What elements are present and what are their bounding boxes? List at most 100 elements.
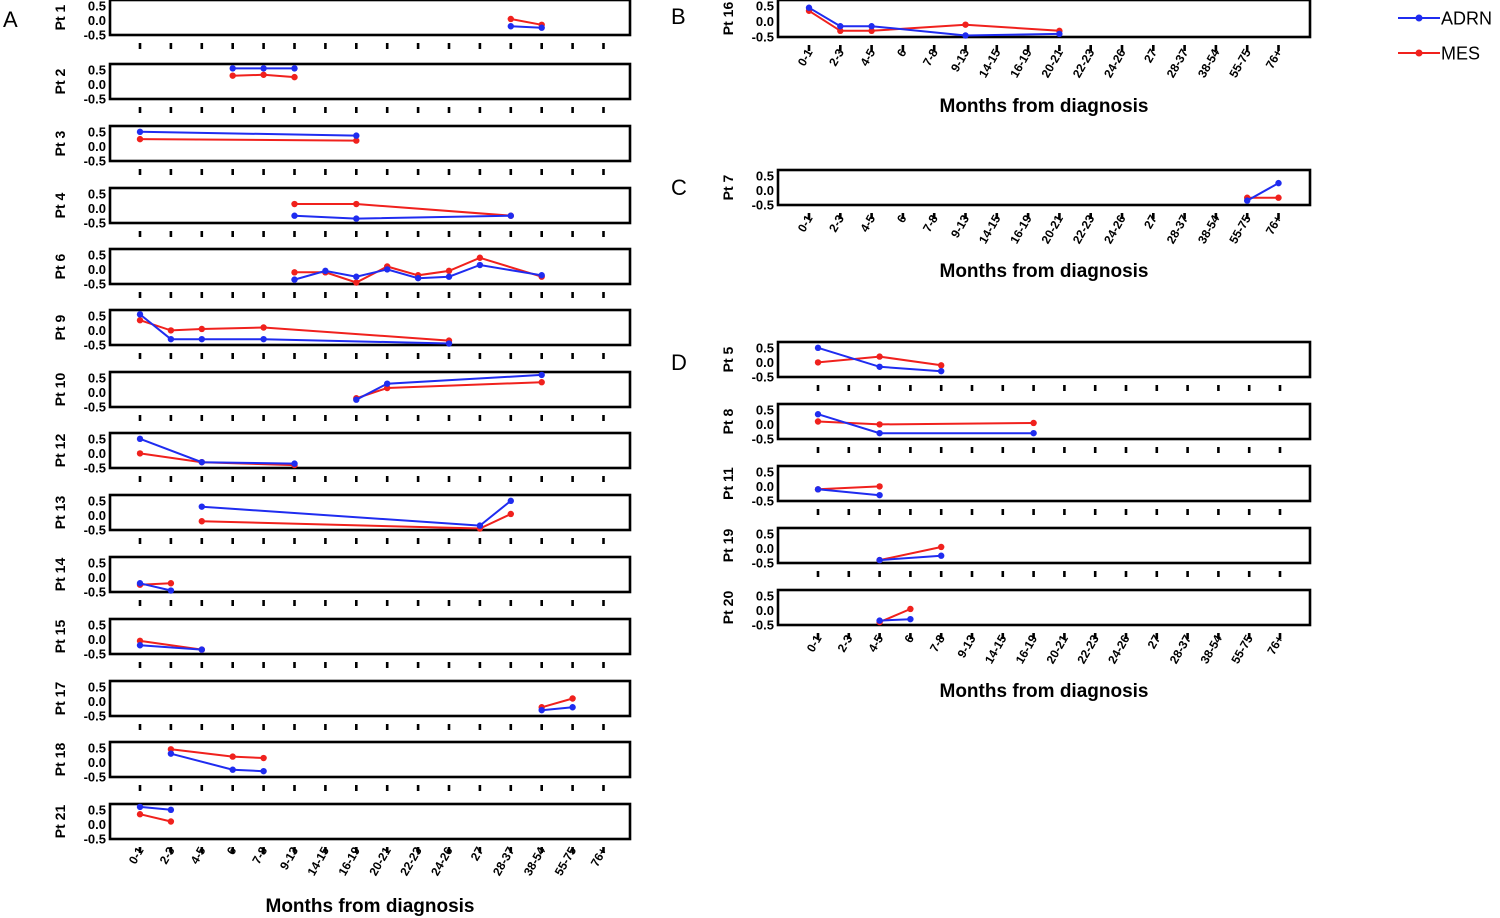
x-tick-label: 76+ <box>1264 633 1286 658</box>
patient-label: Pt 18 <box>52 743 68 777</box>
data-point-mes <box>907 605 914 613</box>
x-tick-label: 2-3 <box>835 632 856 654</box>
series-line-adrn <box>294 263 542 281</box>
data-point-mes <box>507 15 514 23</box>
y-tick-label: 0.0 <box>88 694 106 709</box>
data-point-mes <box>814 359 822 366</box>
x-tick-label: 76+ <box>1263 213 1285 238</box>
patient-label: Pt 21 <box>52 805 68 839</box>
data-point-adrn <box>1056 30 1063 38</box>
data-point-adrn <box>938 552 945 559</box>
plot-frame <box>776 168 1312 207</box>
x-tick-label: 27 <box>1141 212 1160 231</box>
data-point-mes <box>167 818 175 825</box>
patient-label: Pt 8 <box>720 408 736 434</box>
y-tick-label: 0.0 <box>88 385 106 400</box>
data-point-mes <box>1030 419 1037 427</box>
x-tick-label: 14-15 <box>982 632 1010 666</box>
y-tick-label: 0.5 <box>88 186 106 201</box>
patient-label: Pt 12 <box>52 434 68 468</box>
subplot: 0.50.0-0.5 Pt 18 <box>52 740 632 791</box>
data-point-adrn <box>291 276 298 283</box>
x-tick-label: 9-13 <box>948 46 972 74</box>
y-tick-label: 0.5 <box>88 0 106 13</box>
plot-frame <box>776 340 1312 379</box>
x-tick-label: 16-19 <box>335 844 363 878</box>
data-point-adrn <box>1275 179 1282 187</box>
series-line-mes <box>139 319 450 342</box>
data-point-adrn <box>538 24 545 31</box>
plot-frame <box>108 431 632 470</box>
y-tick-label: 0.5 <box>88 493 106 508</box>
panel-letter: B <box>671 4 686 29</box>
y-tick-label: 0.5 <box>88 555 106 570</box>
patient-label: Pt 1 <box>52 4 68 30</box>
data-point-adrn <box>136 311 144 318</box>
series-line-adrn <box>139 644 202 651</box>
x-tick-label: 20-21 <box>1039 46 1067 80</box>
data-point-mes <box>837 27 844 35</box>
data-point-adrn <box>962 32 969 39</box>
x-tick-label: 38-54 <box>521 844 549 878</box>
x-tick-label: 27 <box>1145 632 1164 651</box>
plot-frame <box>108 0 632 37</box>
x-tick-label: 20-21 <box>1044 632 1072 666</box>
y-tick-label: -0.5 <box>752 432 774 447</box>
data-point-mes <box>962 21 969 28</box>
y-tick-label: 0.5 <box>88 431 106 446</box>
data-point-adrn <box>353 215 360 222</box>
series-line-adrn <box>139 805 171 811</box>
data-point-adrn <box>167 750 175 757</box>
y-tick-label: 0.5 <box>756 402 774 417</box>
data-point-adrn <box>814 486 822 493</box>
x-tick-label: 27 <box>1141 46 1160 65</box>
data-point-adrn <box>167 335 175 343</box>
patient-label: Pt 19 <box>720 529 736 563</box>
patient-label: Pt 2 <box>52 68 68 94</box>
y-tick-label: 0.0 <box>756 417 774 432</box>
subplot: 0.50.0-0.5 Pt 17 <box>52 679 632 730</box>
plot-frame <box>108 124 632 163</box>
series-line-adrn <box>879 618 911 622</box>
x-tick-label: 24-26 <box>428 844 456 878</box>
data-point-mes <box>291 269 298 276</box>
series-line-mes <box>201 513 512 530</box>
data-point-adrn <box>198 335 205 343</box>
y-tick-label: -0.5 <box>84 461 106 476</box>
data-point-mes <box>538 379 545 386</box>
data-point-mes <box>938 543 945 551</box>
plot-frame <box>108 308 632 347</box>
y-tick-label: 0.5 <box>756 340 774 355</box>
legend-label-mes: MES <box>1441 44 1480 64</box>
y-tick-label: 0.0 <box>756 479 774 494</box>
data-point-adrn <box>260 335 267 343</box>
y-tick-label: 0.0 <box>88 570 106 585</box>
subplot: 0.50.0-0.5 Pt 15 <box>52 617 632 668</box>
subplot: 0.50.0-0.5 Pt 6 <box>52 247 632 298</box>
subplot: 0.50.0-0.5 Pt 11 <box>720 464 1312 515</box>
x-tick-label: 24-26 <box>1101 212 1129 246</box>
data-point-mes <box>167 746 175 753</box>
x-tick-label: 0-1 <box>126 844 147 866</box>
data-point-adrn <box>198 503 205 510</box>
legend: ADRN MES <box>1398 9 1492 64</box>
x-tick-label: 16-19 <box>1007 212 1035 246</box>
x-tick-label: 4-5 <box>188 844 209 866</box>
series-line-adrn <box>817 488 880 497</box>
y-tick-label: -0.5 <box>84 709 106 724</box>
y-tick-label: 0.5 <box>756 0 774 14</box>
patient-label: Pt 7 <box>720 174 736 200</box>
data-point-mes <box>167 580 175 587</box>
panel-letter: C <box>671 175 687 200</box>
y-tick-label: 0.5 <box>756 588 774 603</box>
data-point-adrn <box>814 344 822 352</box>
subplot: 0.50.0-0.5 Pt 13 <box>52 493 632 544</box>
data-point-mes <box>569 695 576 702</box>
data-point-mes <box>353 279 360 286</box>
y-tick-label: -0.5 <box>752 198 774 213</box>
x-tick-label: 0-1 <box>795 212 816 234</box>
y-tick-label: 0.5 <box>756 464 774 479</box>
patient-label: Pt 17 <box>52 682 68 716</box>
x-tick-label: 4-5 <box>857 46 878 68</box>
y-tick-label: 0.5 <box>756 526 774 541</box>
